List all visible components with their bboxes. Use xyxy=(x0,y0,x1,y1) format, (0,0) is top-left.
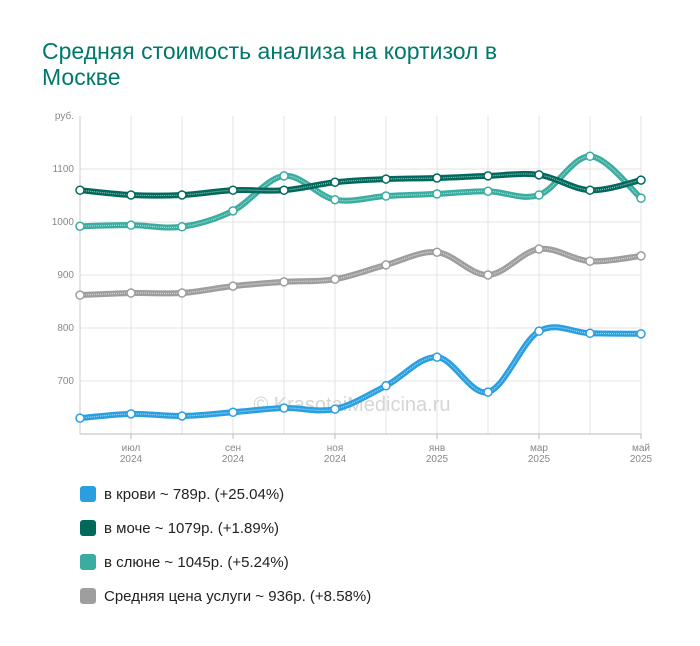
data-point xyxy=(330,194,340,205)
data-point xyxy=(534,170,544,180)
legend-label: в моче ~ 1079р. (+1.89%) xyxy=(104,520,280,537)
data-point xyxy=(126,409,136,419)
data-point xyxy=(279,403,289,413)
data-point xyxy=(381,260,391,270)
y-tick-label: 800 xyxy=(57,323,74,334)
data-point xyxy=(228,281,238,291)
y-tick-label: 700 xyxy=(57,376,74,387)
legend-swatch xyxy=(80,588,96,604)
legend-swatch xyxy=(80,520,96,536)
legend-label: в крови ~ 789р. (+25.04%) xyxy=(104,486,285,503)
data-point xyxy=(75,413,85,423)
data-point xyxy=(585,256,595,266)
y-tick-label: 1100 xyxy=(52,164,74,175)
legend-item: в слюне ~ 1045р. (+5.24%) xyxy=(80,554,289,572)
data-point xyxy=(330,274,340,284)
data-point xyxy=(126,288,136,298)
data-point xyxy=(432,173,442,183)
data-point xyxy=(330,404,340,414)
data-point xyxy=(585,185,595,195)
legend-swatch xyxy=(80,554,96,570)
data-point xyxy=(330,177,340,187)
legend-item: Средняя цена услуги ~ 936р. (+8.58%) xyxy=(80,588,371,606)
data-point xyxy=(177,190,187,200)
data-point xyxy=(381,174,391,184)
data-point xyxy=(126,220,136,230)
data-point xyxy=(432,352,442,362)
data-point xyxy=(228,185,238,195)
data-point xyxy=(432,247,442,257)
data-point xyxy=(636,175,646,185)
legend-label: в слюне ~ 1045р. (+5.24%) xyxy=(104,554,289,571)
data-point xyxy=(585,328,595,339)
data-point xyxy=(279,185,289,195)
data-point xyxy=(126,190,136,200)
data-point xyxy=(534,244,544,254)
x-tick-label: июл 2024 xyxy=(119,443,143,465)
data-point xyxy=(483,171,493,181)
y-unit: руб. xyxy=(55,110,74,122)
series-line-inner xyxy=(79,155,642,229)
data-point xyxy=(279,277,289,287)
data-point xyxy=(585,151,595,162)
legend-swatch xyxy=(80,486,96,502)
data-point xyxy=(534,190,544,200)
legend-label: Средняя цена услуги ~ 936р. (+8.58%) xyxy=(104,588,372,605)
series-line xyxy=(77,153,644,231)
data-point xyxy=(228,407,238,418)
data-point xyxy=(75,290,85,300)
data-point xyxy=(483,186,493,197)
data-point xyxy=(381,191,391,201)
data-point xyxy=(228,206,238,216)
data-point xyxy=(483,270,493,280)
legend-item: в крови ~ 789р. (+25.04%) xyxy=(80,486,284,504)
y-tick-label: 900 xyxy=(57,270,74,281)
data-point xyxy=(75,221,85,231)
data-point xyxy=(483,387,493,397)
chart-title: Средняя стоимость анализа на кортизол в … xyxy=(42,38,498,90)
data-point xyxy=(177,288,187,298)
y-tick-label: 1000 xyxy=(52,217,75,228)
data-point xyxy=(636,251,646,261)
data-point xyxy=(177,411,187,421)
x-tick-label: ноя 2024 xyxy=(323,443,347,465)
series-line xyxy=(77,245,644,299)
x-tick-label: мар 2025 xyxy=(527,443,551,465)
data-point xyxy=(177,222,187,232)
data-point xyxy=(279,171,289,181)
x-tick-label: сен 2024 xyxy=(221,443,245,465)
data-point xyxy=(636,193,646,203)
data-point xyxy=(636,329,646,339)
data-point xyxy=(381,381,391,391)
data-point xyxy=(75,185,85,195)
x-tick-label: янв 2025 xyxy=(425,443,449,465)
data-point xyxy=(534,326,544,336)
data-point xyxy=(432,189,442,199)
x-tick-label: май 2025 xyxy=(629,443,653,465)
legend-item: в моче ~ 1079р. (+1.89%) xyxy=(80,520,279,538)
